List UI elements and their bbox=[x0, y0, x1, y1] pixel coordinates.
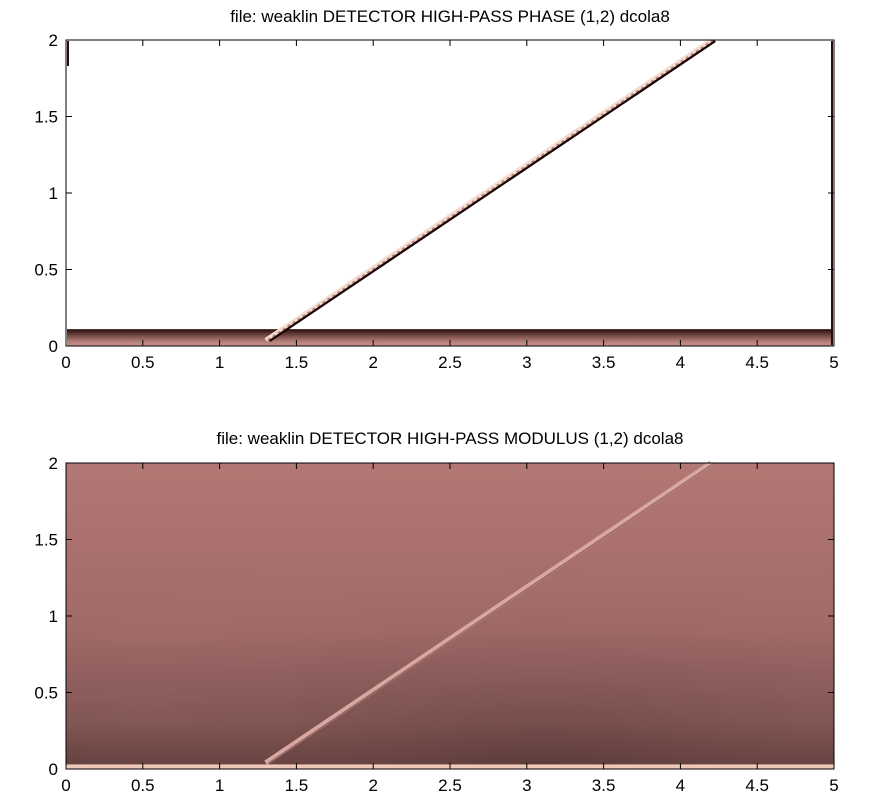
x-tick-label: 0.5 bbox=[131, 776, 155, 795]
x-tick-label: 5 bbox=[829, 353, 838, 372]
x-tick-label: 0 bbox=[61, 353, 70, 372]
x-tick-label: 4 bbox=[676, 353, 685, 372]
y-tick-label: 2 bbox=[49, 454, 58, 473]
x-tick-label: 0 bbox=[61, 776, 70, 795]
modulus-field-shading bbox=[66, 463, 834, 769]
phase-plot-background bbox=[66, 40, 834, 346]
phase-x-axis: 0 0.5 1 1.5 2 2.5 3 3.5 4 4.5 5 bbox=[61, 40, 839, 372]
x-tick-label: 1.5 bbox=[285, 353, 309, 372]
x-tick-label: 3.5 bbox=[592, 776, 616, 795]
x-tick-label: 1 bbox=[215, 353, 224, 372]
y-tick-label: 0 bbox=[49, 337, 58, 356]
x-tick-label: 1.5 bbox=[285, 776, 309, 795]
modulus-ridge bbox=[264, 460, 713, 765]
x-tick-label: 4.5 bbox=[745, 776, 769, 795]
modulus-x-axis: 0 0.5 1 1.5 2 2.5 3 3.5 4 4.5 5 bbox=[61, 463, 839, 795]
modulus-ridge-edge bbox=[268, 462, 715, 764]
x-tick-label: 2.5 bbox=[438, 353, 462, 372]
x-tick-label: 0.5 bbox=[131, 353, 155, 372]
phase-panel: file: weaklin DETECTOR HIGH-PASS PHASE (… bbox=[34, 7, 838, 372]
phase-title: file: weaklin DETECTOR HIGH-PASS PHASE (… bbox=[230, 7, 670, 26]
phase-ridge bbox=[264, 38, 713, 342]
modulus-y-axis: 0 0.5 1 1.5 2 bbox=[34, 454, 834, 779]
modulus-panel: file: weaklin DETECTOR HIGH-PASS MODULUS… bbox=[34, 429, 838, 795]
x-tick-label: 5 bbox=[829, 776, 838, 795]
y-tick-label: 0.5 bbox=[34, 261, 58, 280]
y-tick-label: 1 bbox=[49, 607, 58, 626]
x-tick-label: 3.5 bbox=[592, 353, 616, 372]
phase-ridge-edge bbox=[268, 39, 716, 342]
modulus-title: file: weaklin DETECTOR HIGH-PASS MODULUS… bbox=[217, 429, 684, 448]
x-tick-label: 2 bbox=[368, 353, 377, 372]
y-tick-label: 1.5 bbox=[34, 531, 58, 550]
x-tick-label: 3 bbox=[522, 353, 531, 372]
phase-edge-artifact bbox=[67, 41, 69, 66]
x-tick-label: 4.5 bbox=[745, 353, 769, 372]
y-tick-label: 0 bbox=[49, 760, 58, 779]
phase-y-axis: 0 0.5 1 1.5 2 bbox=[34, 31, 834, 356]
x-tick-label: 3 bbox=[522, 776, 531, 795]
x-tick-label: 2.5 bbox=[438, 776, 462, 795]
modulus-content bbox=[66, 460, 834, 770]
y-tick-label: 1.5 bbox=[34, 108, 58, 127]
x-tick-label: 4 bbox=[676, 776, 685, 795]
y-tick-label: 0.5 bbox=[34, 684, 58, 703]
x-tick-label: 1 bbox=[215, 776, 224, 795]
y-tick-label: 2 bbox=[49, 31, 58, 50]
phase-band bbox=[67, 329, 833, 346]
y-tick-label: 1 bbox=[49, 184, 58, 203]
x-tick-label: 2 bbox=[368, 776, 377, 795]
